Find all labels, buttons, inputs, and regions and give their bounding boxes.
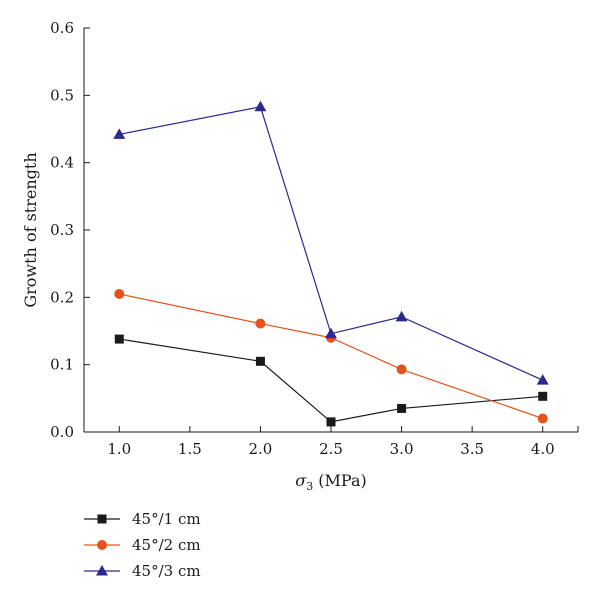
data-point (396, 364, 407, 375)
legend: 45°/1 cm 45°/2 cm 45°/3 cm (84, 510, 201, 580)
y-tick-label: 0.2 (50, 288, 74, 306)
x-ticks: 1.0 1.5 2.0 2.5 3.0 3.5 4.0 (107, 426, 555, 458)
data-point (537, 413, 548, 424)
data-point (536, 374, 549, 385)
data-point (325, 327, 337, 339)
y-tick-label: 0.0 (50, 423, 74, 441)
x-tick-label: 2.0 (248, 440, 272, 458)
legend-label: 45°/2 cm (132, 536, 201, 554)
x-tick-label: 3.0 (390, 440, 414, 458)
data-point (326, 417, 336, 427)
data-point (114, 288, 125, 299)
y-axis-title: Growth of strength (21, 152, 40, 307)
x-axis-title: σ3 (MPa) (295, 471, 366, 493)
legend-item: 45°/1 cm (84, 510, 201, 528)
x-tick-label: 4.0 (531, 440, 555, 458)
series-layer (113, 100, 549, 427)
x-tick-label: 1.0 (107, 440, 131, 458)
data-point (254, 100, 267, 112)
axes (83, 28, 579, 433)
x-tick-label: 3.5 (460, 440, 484, 458)
legend-marker (97, 540, 107, 550)
data-point (255, 318, 266, 329)
y-tick-label: 0.1 (50, 356, 74, 374)
y-tick-label: 0.5 (50, 86, 74, 104)
series-line (119, 293, 543, 420)
legend-label: 45°/3 cm (132, 562, 201, 580)
x-tick-label: 2.5 (319, 440, 343, 458)
data-point (395, 310, 408, 322)
y-tick-label: 0.6 (50, 19, 74, 37)
series-1 (114, 334, 548, 427)
y-tick-label: 0.3 (50, 221, 74, 239)
data-point (397, 403, 407, 413)
series-2 (114, 288, 548, 424)
legend-item: 45°/2 cm (84, 536, 201, 554)
data-point (538, 391, 548, 401)
data-point (113, 128, 126, 139)
legend-marker (96, 565, 108, 576)
y-ticks: 0.0 0.1 0.2 0.3 0.4 0.5 0.6 (50, 19, 90, 441)
y-tick-label: 0.4 (50, 154, 74, 172)
data-point (114, 334, 124, 344)
data-point (255, 356, 265, 366)
series-3 (113, 100, 549, 385)
legend-label: 45°/1 cm (132, 510, 201, 528)
legend-item: 45°/3 cm (84, 562, 201, 580)
x-tick-label: 1.5 (178, 440, 202, 458)
legend-marker (97, 514, 107, 524)
